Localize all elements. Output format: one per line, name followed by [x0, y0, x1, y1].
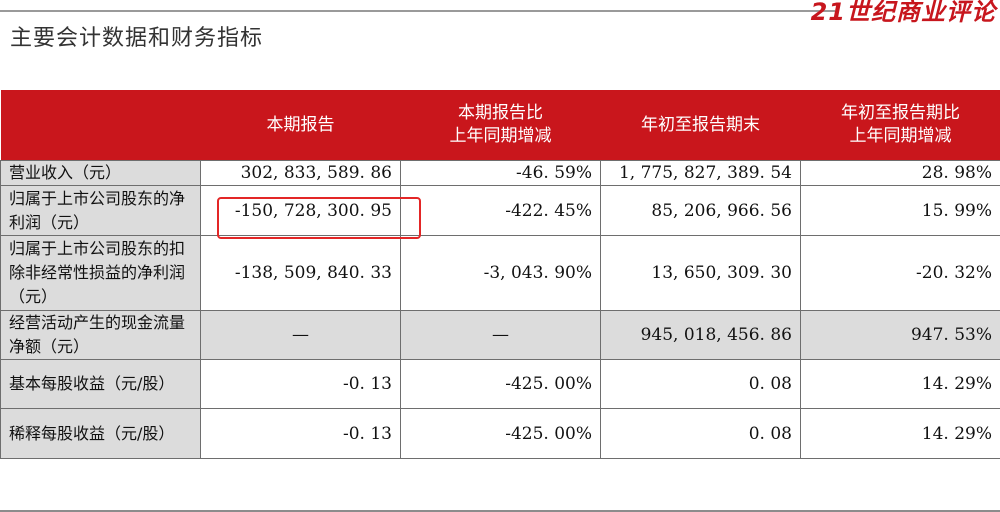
table-cell: 0. 08: [600, 408, 801, 459]
table-header-row: 本期报告 本期报告比 上年同期增减 年初至报告期末 年初至报告期比 上年同期增减: [0, 90, 1000, 161]
row-label: 归属于上市公司股东的净利润（元）: [0, 185, 201, 236]
table-cell: —: [400, 310, 601, 360]
table-row: 基本每股收益（元/股） -0. 13 -425. 00% 0. 08 14. 2…: [0, 359, 1000, 409]
table-cell: 1, 775, 827, 389. 54: [600, 160, 801, 186]
header-cell: 本期报告比 上年同期增减: [400, 90, 601, 161]
row-label: 经营活动产生的现金流量净额（元）: [0, 310, 201, 360]
header-cell: 年初至报告期比 上年同期增减: [800, 90, 1000, 161]
table-cell: 14. 29%: [800, 408, 1000, 459]
top-rule: [0, 10, 835, 12]
highlight-box: [217, 197, 421, 239]
table-cell: 945, 018, 456. 86: [600, 310, 801, 360]
table-cell: -425. 00%: [400, 359, 601, 409]
row-label: 基本每股收益（元/股）: [0, 359, 201, 409]
table-cell: 947. 53%: [800, 310, 1000, 360]
table-cell: -46. 59%: [400, 160, 601, 186]
table-cell: -3, 043. 90%: [400, 235, 601, 311]
table-cell: -0. 13: [200, 408, 401, 459]
table-cell: -422. 45%: [400, 185, 601, 236]
row-label: 营业收入（元）: [0, 160, 201, 186]
table-cell: -20. 32%: [800, 235, 1000, 311]
table-cell: 0. 08: [600, 359, 801, 409]
table-cell: -138, 509, 840. 33: [200, 235, 401, 311]
table-row: 归属于上市公司股东的净利润（元） -150, 728, 300. 95 -422…: [0, 185, 1000, 236]
page-title: 主要会计数据和财务指标: [10, 26, 264, 51]
header-cell: [0, 90, 201, 161]
table-row: 经营活动产生的现金流量净额（元） — — 945, 018, 456. 86 9…: [0, 310, 1000, 360]
row-label: 稀释每股收益（元/股）: [0, 408, 201, 459]
table-row: 归属于上市公司股东的扣除非经常性损益的净利润（元） -138, 509, 840…: [0, 235, 1000, 311]
table-cell: 85, 206, 966. 56: [600, 185, 801, 236]
table-cell: 15. 99%: [800, 185, 1000, 236]
table-cell: -0. 13: [200, 359, 401, 409]
row-label: 归属于上市公司股东的扣除非经常性损益的净利润（元）: [0, 235, 201, 311]
table-cell: 14. 29%: [800, 359, 1000, 409]
brand-logo: 21世纪商业评论: [810, 0, 996, 26]
table-row: 稀释每股收益（元/股） -0. 13 -425. 00% 0. 08 14. 2…: [0, 408, 1000, 459]
bottom-rule: [0, 510, 1000, 512]
header-cell: 年初至报告期末: [600, 90, 801, 161]
table-cell: 13, 650, 309. 30: [600, 235, 801, 311]
table-cell: -150, 728, 300. 95: [200, 185, 401, 236]
table-cell: 28. 98%: [800, 160, 1000, 186]
table-cell: —: [200, 310, 401, 360]
table-row: 营业收入（元） 302, 833, 589. 86 -46. 59% 1, 77…: [0, 160, 1000, 186]
table-cell: 302, 833, 589. 86: [200, 160, 401, 186]
financial-table: 本期报告 本期报告比 上年同期增减 年初至报告期末 年初至报告期比 上年同期增减…: [0, 90, 1000, 459]
header-cell: 本期报告: [200, 90, 401, 161]
table-cell: -425. 00%: [400, 408, 601, 459]
